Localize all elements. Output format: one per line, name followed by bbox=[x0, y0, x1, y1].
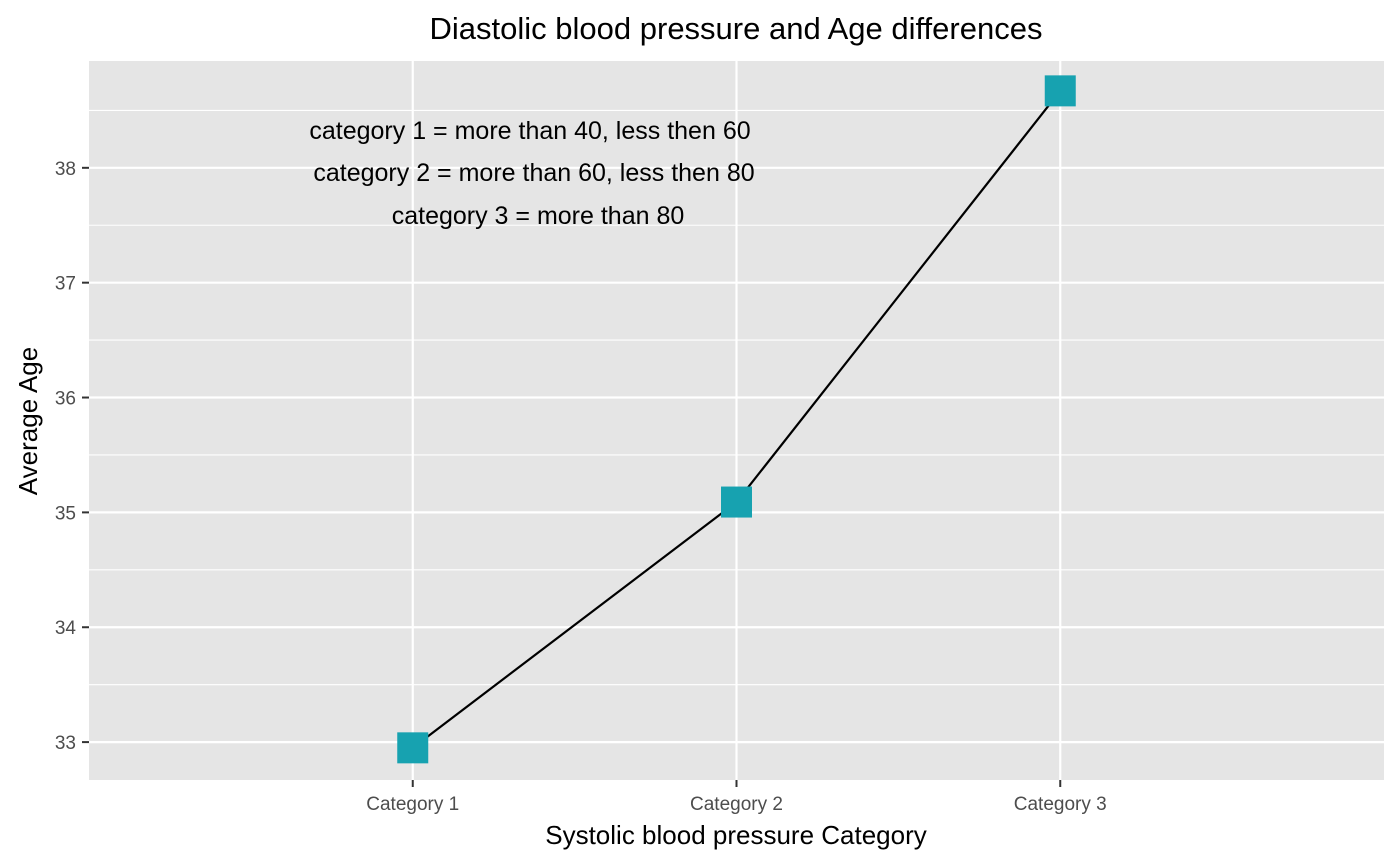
annotations: category 1 = more than 40, less then 60 … bbox=[309, 117, 754, 230]
y-tick-label: 34 bbox=[55, 618, 77, 639]
y-tick-label: 35 bbox=[55, 503, 76, 524]
x-tick-label: Category 2 bbox=[690, 794, 783, 815]
data-point bbox=[1044, 75, 1076, 107]
y-tick-label: 36 bbox=[55, 389, 76, 410]
marker-layer bbox=[397, 75, 1076, 764]
y-tick-label: 33 bbox=[55, 733, 76, 754]
x-axis-title: Systolic blood pressure Category bbox=[545, 820, 927, 850]
data-point bbox=[397, 732, 429, 764]
y-axis-title: Average Age bbox=[13, 347, 43, 495]
data-point bbox=[721, 486, 752, 518]
x-axis: Category 1 Category 2 Category 3 bbox=[366, 780, 1107, 815]
annotation-line-1: category 1 = more than 40, less then 60 bbox=[309, 117, 750, 145]
grid-major bbox=[89, 61, 1384, 780]
annotation-line-2: category 2 = more than 60, less then 80 bbox=[313, 159, 754, 187]
annotation-line-3: category 3 = more than 80 bbox=[392, 202, 685, 230]
y-axis: 33 34 35 36 37 38 bbox=[55, 159, 89, 754]
chart-title: Diastolic blood pressure and Age differe… bbox=[430, 11, 1043, 46]
y-tick-label: 37 bbox=[55, 274, 76, 295]
x-tick-label: Category 1 bbox=[366, 794, 459, 815]
y-tick-label: 38 bbox=[55, 159, 76, 180]
x-tick-label: Category 3 bbox=[1014, 794, 1107, 815]
